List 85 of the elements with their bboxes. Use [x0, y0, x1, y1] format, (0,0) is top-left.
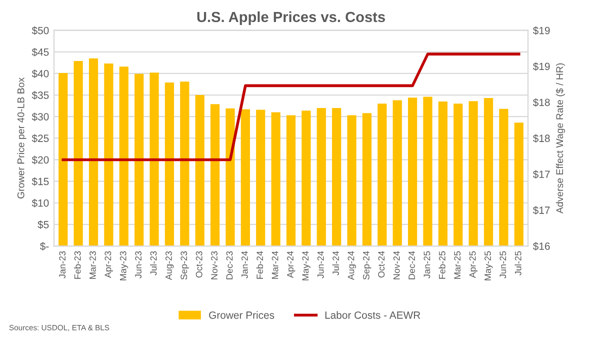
bar: [104, 64, 114, 246]
x-tick-label: Jul-25: [514, 251, 522, 276]
bar: [210, 104, 220, 246]
bar: [499, 108, 508, 246]
x-tick-label: Sep-24: [362, 251, 372, 280]
bar: [423, 96, 432, 246]
y-tick-label: $25: [32, 134, 49, 143]
bar: [74, 60, 83, 246]
x-tick-label: Aug-24: [348, 251, 356, 280]
x-tick-label: Oct-24: [378, 251, 385, 278]
y-tick-label: $40: [32, 70, 49, 78]
bar: [134, 74, 144, 246]
x-tick-label: Apr-24: [287, 251, 296, 278]
y2-axis-title: Adverse Effect Wage Rate ($ / HR): [556, 63, 566, 214]
y-tick-label: $5: [38, 220, 49, 229]
x-tick-label: May-25: [484, 251, 493, 280]
bar: [58, 73, 68, 246]
bar: [88, 58, 98, 246]
x-tick-label: Jan-23: [59, 251, 66, 278]
x-tick-label: May-23: [120, 251, 128, 280]
bar: [347, 115, 356, 246]
bar: [271, 112, 280, 246]
x-tick-label: Jun-23: [135, 251, 142, 278]
y-tick-label: $30: [32, 112, 49, 122]
x-tick-label: Jan-24: [241, 251, 248, 278]
x-tick-label: Apr-25: [469, 251, 478, 278]
bar: [164, 82, 174, 246]
x-tick-label: May-24: [302, 251, 310, 280]
legend-label: Labor Costs - AEWR: [325, 311, 420, 319]
bar: [302, 110, 311, 246]
bar: [438, 102, 448, 246]
bar: [286, 115, 296, 246]
x-tick-label: Jul-23: [150, 251, 157, 276]
x-tick-label: Nov-24: [393, 251, 400, 280]
x-tick-label: Feb-23: [74, 251, 81, 279]
x-tick-label: Sep-23: [180, 251, 189, 280]
x-tick-label: Jan-25: [424, 251, 430, 278]
bar: [240, 109, 250, 246]
bar: [316, 108, 326, 246]
bar: [119, 66, 128, 246]
bar: [226, 108, 235, 246]
y-tick-label: $45: [32, 48, 49, 56]
y2-tick-label: $17: [532, 206, 550, 215]
bar: [256, 110, 266, 246]
y2-tick-label: $18: [532, 134, 550, 143]
y-tick-label: $35: [32, 91, 49, 100]
bar: [195, 95, 204, 246]
x-tick-label: Mar-24: [272, 251, 278, 279]
x-tick-label: Dec-23: [226, 251, 233, 280]
bar: [332, 108, 342, 246]
bar: [180, 82, 190, 246]
y-tick-label: $10: [32, 198, 49, 208]
y2-tick-label: $19: [532, 26, 550, 35]
y-tick-label: $15: [32, 177, 49, 186]
bar: [378, 104, 387, 246]
x-tick-label: Feb-24: [256, 251, 264, 279]
legend-label: Grower Prices: [209, 311, 274, 319]
bar: [484, 98, 494, 246]
y-tick-label: $50: [32, 26, 49, 35]
y2-tick-label: $17: [532, 170, 550, 179]
chart-title: U.S. Apple Prices vs. Costs: [197, 11, 385, 26]
x-tick-label: Mar-25: [454, 251, 461, 279]
x-tick-label: Jun-24: [317, 251, 324, 278]
x-tick-label: Dec-24: [408, 251, 415, 280]
bar: [468, 101, 478, 246]
x-tick-label: Feb-25: [438, 251, 446, 279]
x-tick-label: Jun-25: [500, 251, 506, 278]
y-tick-label: $-: [40, 242, 49, 251]
y-tick-label: $20: [32, 156, 49, 164]
x-tick-label: Nov-23: [211, 251, 218, 280]
x-tick-label: Aug-23: [165, 251, 174, 280]
y-axis-title: Grower Price per 40-LB Box: [17, 77, 26, 198]
x-tick-label: Jul-24: [332, 251, 339, 276]
y2-tick-label: $16: [532, 242, 550, 251]
bar: [392, 100, 402, 246]
bar: [362, 113, 372, 246]
bar: [150, 72, 159, 246]
x-tick-label: Mar-23: [90, 251, 96, 279]
bar: [454, 104, 463, 246]
x-tick-label: Apr-23: [104, 251, 113, 278]
y2-tick-label: $19: [532, 62, 550, 71]
bar: [514, 122, 524, 246]
bar: [408, 98, 418, 246]
x-tick-label: Oct-23: [196, 251, 202, 278]
y2-tick-label: $18: [532, 98, 550, 107]
